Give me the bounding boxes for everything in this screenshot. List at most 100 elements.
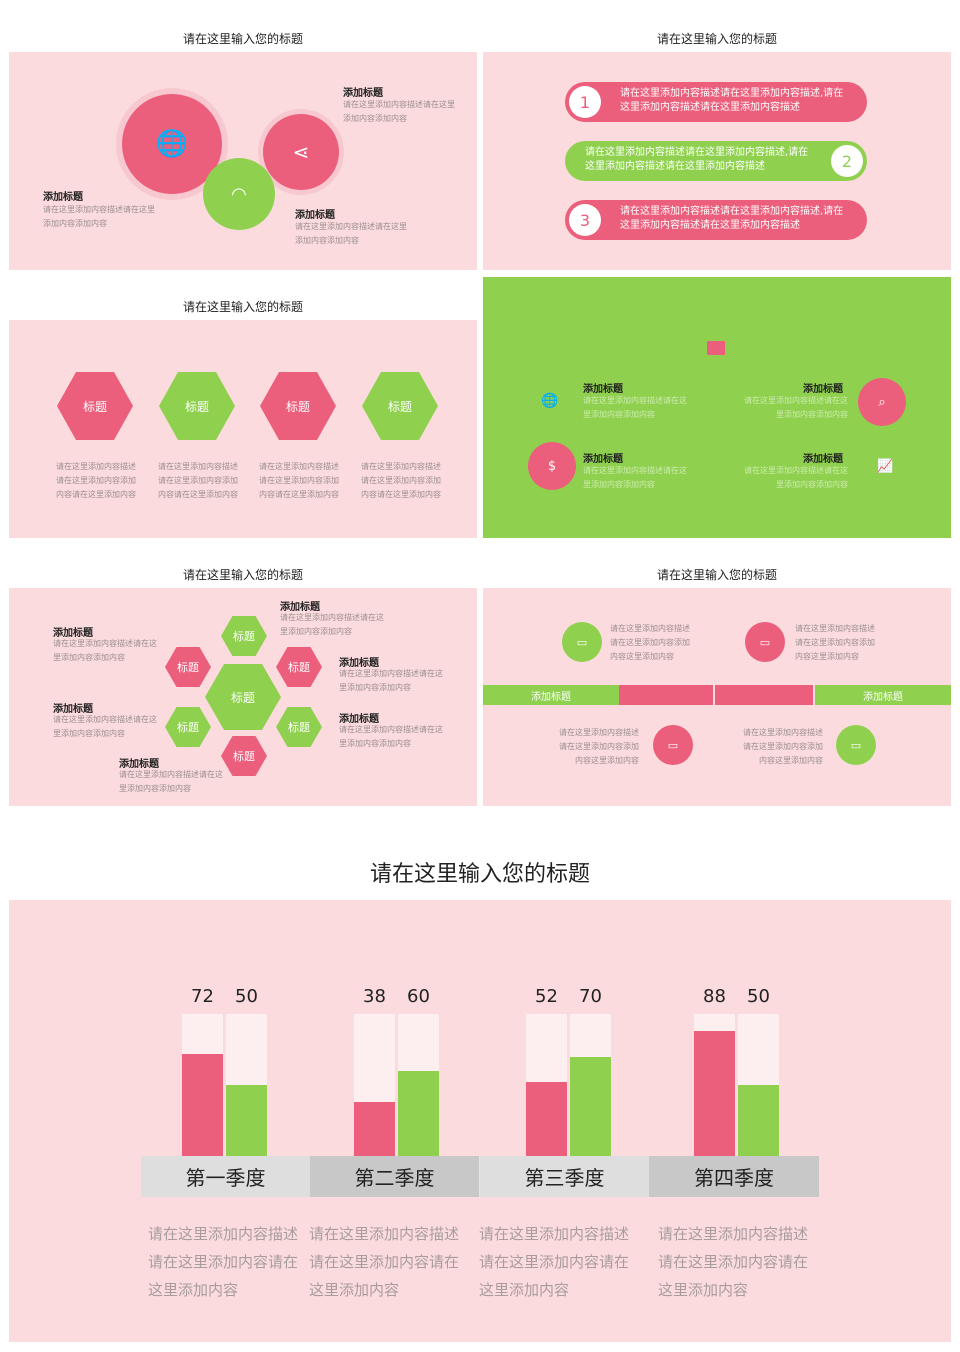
s6-band-right: 添加标题 <box>815 685 951 705</box>
s4-trend-icon: 📈 <box>877 459 894 474</box>
slide4: 🌐 ⌕ $ 📈 添加标题 请在这里添加内容描述请在这里添加内容添加内容 添加标题… <box>483 277 951 538</box>
globe-icon: 🌐 <box>155 129 189 159</box>
s2-num-2: 2 <box>831 145 863 177</box>
slide5-title: 请在这里输入您的标题 <box>182 568 303 582</box>
bar-value-label: 50 <box>747 986 770 1007</box>
slide2-title: 请在这里输入您的标题 <box>656 32 777 46</box>
s5-text-3: 请在这里添加内容描述请在这里添加内容添加内容 <box>339 669 443 692</box>
s6-text-3: 请在这里添加内容描述请在这里添加内容添加内容这里添加内容 <box>559 728 639 765</box>
s5-heading-5: 添加标题 <box>339 714 379 725</box>
s2-item-2: 请在这里添加内容描述请在这里添加内容描述,请在这里添加内容描述请在这里添加内容描… <box>565 141 867 181</box>
quarter-desc-2: 请在这里添加内容描述请在这里添加内容请在这里添加内容 <box>309 1225 460 1299</box>
s5-text-2: 请在这里添加内容描述请在这里添加内容添加内容 <box>53 639 157 662</box>
bar-value-label: 50 <box>235 986 258 1007</box>
s4-dollar-circle: $ <box>528 442 576 490</box>
s3-hex-4: 标题 <box>362 372 438 440</box>
s3-hex-2: 标题 <box>159 372 235 440</box>
slide5: 标题 标题 标题 标题 标题 标题 标题 添加标题 请在这里添加内容描述请在这里… <box>9 588 477 806</box>
s5-hex-top-left: 标题 <box>165 647 211 687</box>
s3-hex-3: 标题 <box>260 372 336 440</box>
s6-text-4: 请在这里添加内容描述请在这里添加内容添加内容这里添加内容 <box>743 728 823 765</box>
s5-text-5: 请在这里添加内容描述请在这里添加内容添加内容 <box>339 725 443 748</box>
s4-text-2: 请在这里添加内容描述请在这里添加内容添加内容 <box>744 396 848 419</box>
s1-heading-2: 添加标题 <box>43 192 83 203</box>
s6-band-mid-1 <box>619 685 713 705</box>
s5-hex-bottom-right: 标题 <box>276 707 322 747</box>
bar <box>398 1070 439 1156</box>
s5-text-1: 请在这里添加内容描述请在这里添加内容添加内容 <box>280 613 384 636</box>
slide3: 标题 标题 标题 标题 请在这里添加内容描述请在这里添加内容添加内容请在这里添加… <box>9 320 477 538</box>
bar-value-label: 52 <box>535 986 558 1007</box>
bar <box>694 1031 735 1156</box>
bar-track <box>398 1014 439 1156</box>
s6-band-left-label: 添加标题 <box>531 691 571 703</box>
quarter-label-1: 第一季度 <box>141 1156 310 1197</box>
s4-heading-3: 添加标题 <box>583 454 623 465</box>
s5-center-hex: 标题 <box>205 664 281 730</box>
bar-track <box>226 1014 267 1156</box>
s5-heading-6: 添加标题 <box>119 759 159 770</box>
s6-icon-circle-4: ▭ <box>836 725 876 765</box>
slide3-title: 请在这里输入您的标题 <box>182 300 303 314</box>
search-icon: ⌕ <box>878 394 886 410</box>
s3-text-1: 请在这里添加内容描述请在这里添加内容添加内容请在这里添加内容 <box>56 462 136 499</box>
bar <box>526 1082 567 1156</box>
slide6: ▭ ▭ 请在这里添加内容描述请在这里添加内容添加内容这里添加内容 请在这里添加内… <box>483 588 951 806</box>
s2-text-2: 请在这里添加内容描述请在这里添加内容描述,请在这里添加内容描述请在这里添加内容描… <box>585 147 809 172</box>
bar <box>226 1085 267 1156</box>
s2-text-1: 请在这里添加内容描述请在这里添加内容描述,请在这里添加内容描述请在这里添加内容描… <box>620 88 844 113</box>
slide2: 1 请在这里添加内容描述请在这里添加内容描述,请在这里添加内容描述请在这里添加内… <box>483 52 951 270</box>
s6-text-2: 请在这里添加内容描述请在这里添加内容添加内容这里添加内容 <box>795 624 875 661</box>
s6-icon-circle-2: ▭ <box>745 622 785 662</box>
s6-icon-circle-3: ▭ <box>653 725 693 765</box>
s4-heading-4: 添加标题 <box>803 454 843 465</box>
s5-heading-2: 添加标题 <box>53 628 93 639</box>
s5-heading-1: 添加标题 <box>280 602 320 613</box>
s4-text-3: 请在这里添加内容描述请在这里添加内容添加内容 <box>583 466 687 489</box>
slide1-title: 请在这里输入您的标题 <box>182 32 303 46</box>
s4-search-circle: ⌕ <box>858 378 906 426</box>
quarter-desc-4: 请在这里添加内容描述请在这里添加内容请在这里添加内容 <box>658 1225 809 1299</box>
share-icon: ⋖ <box>292 140 310 164</box>
slide6-title: 请在这里输入您的标题 <box>656 568 777 582</box>
laptop-icon: ▭ <box>667 738 679 752</box>
s3-text-2: 请在这里添加内容描述请在这里添加内容添加内容请在这里添加内容 <box>158 462 238 499</box>
bar-track <box>694 1014 735 1156</box>
s2-item-3: 3 请在这里添加内容描述请在这里添加内容描述,请在这里添加内容描述请在这里添加内… <box>565 200 867 240</box>
s4-heading-1: 添加标题 <box>583 384 623 395</box>
bar-value-label: 60 <box>407 986 430 1007</box>
s6-icon-circle-1: ▭ <box>562 622 602 662</box>
s2-num-1: 1 <box>569 86 601 118</box>
s1-heading-1: 添加标题 <box>343 88 383 99</box>
s6-band-left: 添加标题 <box>483 685 619 705</box>
s4-globe-icon: 🌐 <box>541 393 559 409</box>
bar <box>738 1085 779 1156</box>
s5-hex-top: 标题 <box>221 616 267 656</box>
s3-text-4: 请在这里添加内容描述请在这里添加内容添加内容请在这里添加内容 <box>361 462 441 499</box>
s4-text-1: 请在这里添加内容描述请在这里添加内容添加内容 <box>583 396 687 419</box>
globe-circle: 🌐 <box>122 94 222 194</box>
s6-band-mid-2 <box>715 685 813 705</box>
s4-heading-2: 添加标题 <box>803 384 843 395</box>
s5-hex-bottom: 标题 <box>221 736 267 776</box>
s4-text-4: 请在这里添加内容描述请在这里添加内容添加内容 <box>744 466 848 489</box>
s1-text-1: 请在这里添加内容描述请在这里添加内容添加内容 <box>343 100 455 123</box>
s3-text-3: 请在这里添加内容描述请在这里添加内容添加内容请在这里添加内容 <box>259 462 339 499</box>
s6-band-right-label: 添加标题 <box>863 691 903 703</box>
laptop-icon: ▭ <box>759 635 771 649</box>
s5-hex-bottom-left: 标题 <box>165 707 211 747</box>
s5-text-4: 请在这里添加内容描述请在这里添加内容添加内容 <box>53 715 157 738</box>
bar-track <box>738 1014 779 1156</box>
quarter-desc-3: 请在这里添加内容描述请在这里添加内容请在这里添加内容 <box>479 1225 630 1299</box>
s4-chart-icon <box>707 341 725 355</box>
s5-heading-3: 添加标题 <box>339 658 379 669</box>
bar-track <box>526 1014 567 1156</box>
bar-value-label: 88 <box>703 986 726 1007</box>
s2-num-3: 3 <box>569 204 601 236</box>
bar <box>354 1102 395 1156</box>
wifi-circle: ◠ <box>203 158 275 230</box>
quarter-label-4: 第四季度 <box>649 1156 819 1197</box>
slide1: 🌐 ⋖ ◠ 添加标题 请在这里添加内容描述请在这里添加内容添加内容 添加标题 请… <box>9 52 477 270</box>
share-circle: ⋖ <box>263 114 339 190</box>
laptop-icon: ▭ <box>576 635 588 649</box>
